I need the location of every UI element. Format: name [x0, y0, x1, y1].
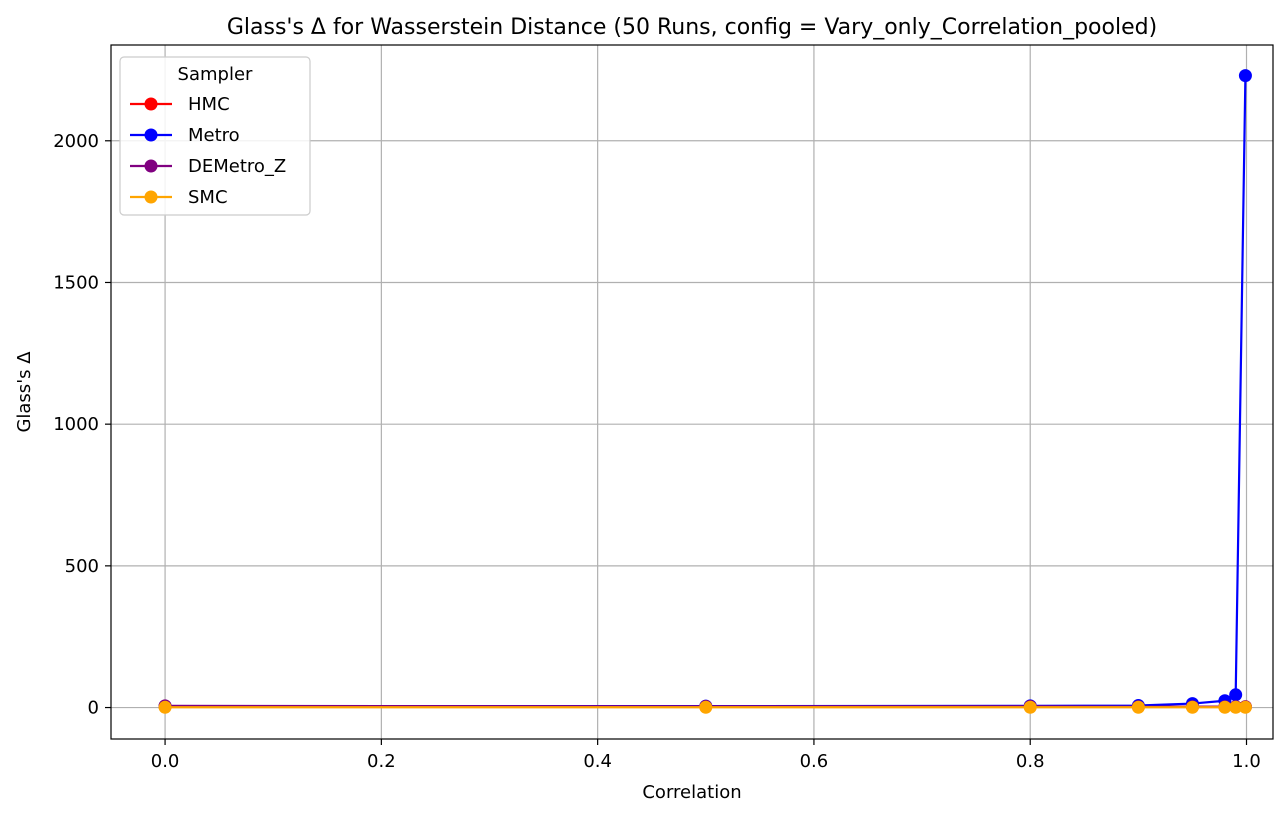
data-point-smc	[1238, 700, 1252, 714]
x-axis: 0.0 0.2 0.4 0.6 0.8 1.0	[151, 739, 1261, 772]
legend-box	[119, 56, 311, 216]
chart-title: Glass's Δ for Wasserstein Distance (50 R…	[227, 15, 1157, 40]
legend-swatch-marker	[144, 159, 158, 173]
x-tick-label: 0.4	[583, 751, 612, 772]
x-axis-label: Correlation	[642, 782, 741, 803]
x-tick-label: 0.6	[800, 751, 829, 772]
legend-swatch-marker	[144, 128, 158, 142]
data-point-smc	[1218, 700, 1232, 714]
legend-label: Metro	[188, 125, 240, 146]
plot-frame	[110, 44, 1274, 740]
data-point-metro	[1229, 688, 1243, 702]
y-tick-label: 2000	[53, 131, 99, 152]
y-axis: 0 500 1000 1500 2000	[53, 131, 111, 719]
data-point-metro	[1238, 69, 1252, 83]
legend-label: SMC	[188, 187, 228, 208]
y-tick-label: 500	[65, 556, 99, 577]
series-layer	[158, 69, 1252, 714]
data-point-smc	[158, 700, 172, 714]
y-tick-label: 1500	[53, 272, 99, 293]
series-metro	[158, 69, 1252, 713]
y-tick-label: 1000	[53, 414, 99, 435]
data-point-smc	[1131, 700, 1145, 714]
legend-item-metro: Metro	[130, 125, 240, 146]
x-tick-label: 1.0	[1232, 751, 1261, 772]
legend-label: DEMetro_Z	[188, 156, 286, 177]
legend-item-smc: SMC	[130, 187, 228, 208]
data-point-smc	[1229, 700, 1243, 714]
legend-swatch-marker	[144, 97, 158, 111]
legend-item-demetro-z: DEMetro_Z	[130, 156, 286, 177]
data-point-smc	[699, 700, 713, 714]
legend-swatch-marker	[144, 190, 158, 204]
y-axis-label: Glass's Δ	[14, 351, 35, 433]
data-point-smc	[1023, 700, 1037, 714]
x-tick-label: 0.8	[1016, 751, 1045, 772]
x-tick-label: 0.0	[151, 751, 180, 772]
legend-title: Sampler	[178, 64, 253, 85]
legend-label: HMC	[188, 94, 230, 115]
series-line-metro	[165, 75, 1247, 708]
series-smc	[158, 700, 1252, 714]
data-point-smc	[1185, 700, 1199, 714]
legend-item-hmc: HMC	[130, 94, 230, 115]
x-tick-label: 0.2	[367, 751, 396, 772]
legend: Sampler HMC Metro DEMetro_Z SMC	[119, 56, 311, 216]
y-tick-label: 0	[88, 698, 99, 719]
